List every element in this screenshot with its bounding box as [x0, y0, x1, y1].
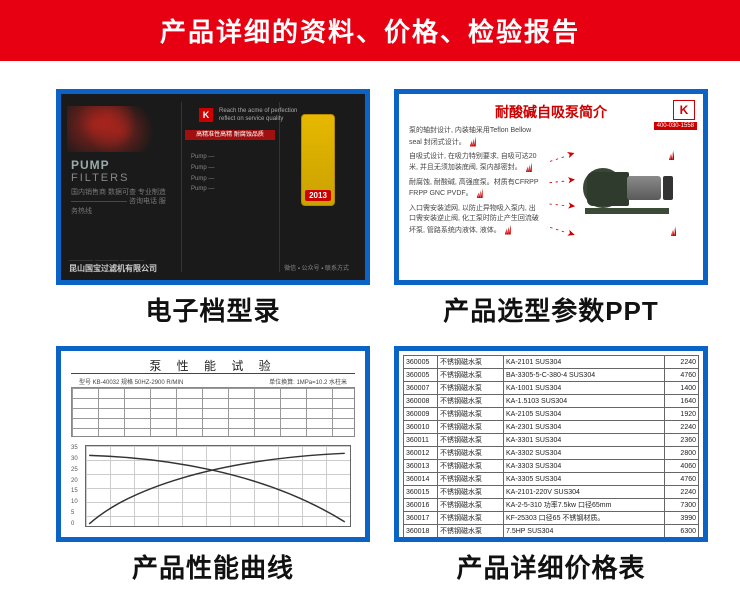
table-row: 360017不锈钢磁水泵KF-25303 口径65 不锈钢材质。3990: [404, 512, 699, 525]
card-ppt: 耐酸碱自吸泵简介 K 400-030-1558 泵的轴封设计, 内装轴采用Tef…: [394, 89, 708, 328]
card-curve: 泵 性 能 试 验 型号 KB-40032 规格 50HZ-2900 R/MIN…: [56, 346, 370, 585]
bar-icon: [669, 150, 674, 160]
brochure-company: 昆山国宝过滤机有限公司: [69, 263, 157, 274]
brochure-en-1: Reach the acme of perfection: [219, 108, 297, 114]
year-badge: 2013: [301, 114, 335, 206]
pump-illustration: [581, 162, 673, 214]
table-row: 360010不锈钢磁水泵KA-2301 SUS3042240: [404, 421, 699, 434]
curve-sub-left: 型号 KB-40032 规格 50HZ-2900 R/MIN: [79, 377, 183, 386]
caption-curve: 产品性能曲线: [132, 548, 294, 585]
table-row: 360013不锈钢磁水泵KA-3303 SUS3044060: [404, 460, 699, 473]
brochure-redbar: 高精准性高精 耐腐蚀品质: [185, 130, 275, 140]
bar-icon: [470, 137, 476, 147]
curve-title: 泵 性 能 试 验: [61, 357, 365, 374]
curve-thumb[interactable]: 泵 性 能 试 验 型号 KB-40032 规格 50HZ-2900 R/MIN…: [56, 346, 370, 542]
price-table: 360005不锈钢磁水泵KA-2101 SUS3042240360005不锈钢磁…: [403, 355, 699, 542]
header-banner: 产品详细的资料、价格、检验报告: [0, 0, 740, 61]
curve-data-table: [71, 387, 355, 437]
table-row: 360005不锈钢磁水泵BA-3305-5-C-380-4 SUS3044760: [404, 369, 699, 382]
ppt-title: 耐酸碱自吸泵简介: [399, 102, 703, 122]
arrow-icon: - - - ➤: [548, 222, 577, 241]
table-row: 360014不锈钢磁水泵KA-3305 SUS3044760: [404, 473, 699, 486]
brochure-cn-block: 国内销售商 数据可查 专业制造 ———————— 咨询电话 服务热线: [71, 188, 171, 216]
table-row: 360012不锈钢磁水泵KA-3302 SUS3042800: [404, 447, 699, 460]
price-thumb[interactable]: 360005不锈钢磁水泵KA-2101 SUS3042240360005不锈钢磁…: [394, 346, 708, 542]
year-label: 2013: [305, 190, 331, 201]
table-row: 360008不锈钢磁水泵KA-1.5103 SUS3041640: [404, 395, 699, 408]
caption-price: 产品详细价格表: [456, 548, 645, 585]
card-catalog: PUMP FILTERS 国内销售商 数据可查 专业制造 ———————— 咨询…: [56, 89, 370, 328]
bar-icon: [671, 226, 676, 236]
brochure-list: Pump —Pump — Pump —Pump —: [191, 152, 214, 195]
arrow-icon: - - - ➤: [548, 199, 576, 213]
brochure-foot: 微信 ▪ 公众号 ▪ 联系方式: [284, 263, 349, 272]
k-logo-icon: K: [199, 108, 213, 122]
bar-icon: [505, 225, 511, 235]
curve-svg: [85, 445, 351, 530]
table-row: 360011不锈钢磁水泵KA-3301 SUS3042360: [404, 434, 699, 447]
bar-icon: [477, 188, 483, 198]
brochure-en-2: reflect on service quality: [219, 116, 283, 122]
bar-icon: [526, 162, 532, 172]
table-row: 360005不锈钢磁水泵KA-2101 SUS3042240: [404, 356, 699, 369]
caption-catalog: 电子档型录: [145, 291, 280, 328]
table-row: 360009不锈钢磁水泵KA-2105 SUS3041920: [404, 408, 699, 421]
table-row: 360007不锈钢磁水泵KA-1001 SUS3041400: [404, 382, 699, 395]
arrow-icon: - - - ➤: [548, 175, 576, 189]
arrow-icon: - - - ➤: [548, 148, 577, 167]
brand-text-bottom: FILTERS: [71, 172, 129, 184]
ppt-phone: 400-030-1558: [654, 122, 697, 130]
curve-sub-right: 单位换算: 1MPa=10.2 水柱米: [269, 377, 347, 386]
brand-text-top: PUMP: [71, 158, 110, 172]
table-row: 360019不锈钢磁水泵5HP SUS3044900: [404, 538, 699, 543]
ppt-logo-icon: K: [673, 100, 695, 120]
curve-ylabels: 35302520151050: [71, 445, 83, 527]
card-price: 360005不锈钢磁水泵KA-2101 SUS3042240360005不锈钢磁…: [394, 346, 708, 585]
card-grid: PUMP FILTERS 国内销售商 数据可查 专业制造 ———————— 咨询…: [0, 61, 740, 603]
catalog-thumb[interactable]: PUMP FILTERS 国内销售商 数据可查 专业制造 ———————— 咨询…: [56, 89, 370, 285]
table-row: 360016不锈钢磁水泵KA-2-5-310 功率7.5kw 口径65mm730…: [404, 499, 699, 512]
table-row: 360015不锈钢磁水泵KA-2101-220V SUS3042240: [404, 486, 699, 499]
ppt-thumb[interactable]: 耐酸碱自吸泵简介 K 400-030-1558 泵的轴封设计, 内装轴采用Tef…: [394, 89, 708, 285]
world-map-graphic: [67, 106, 157, 152]
caption-ppt: 产品选型参数PPT: [443, 291, 659, 328]
ppt-body: 泵的轴封设计, 内装轴采用Teflon Bellow seal 封闭式设计。 自…: [409, 126, 539, 240]
table-row: 360018不锈钢磁水泵7.5HP SUS3046300: [404, 525, 699, 538]
